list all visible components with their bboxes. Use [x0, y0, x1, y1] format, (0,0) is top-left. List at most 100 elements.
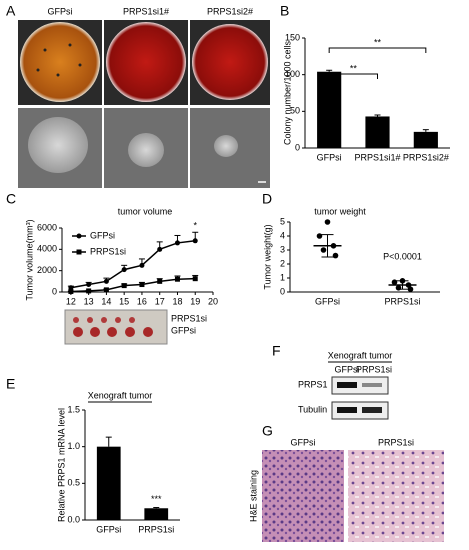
x-tick-label: PRPS1si — [138, 524, 174, 534]
y-axis-label: Colony number/1000 cells — [282, 40, 292, 145]
point — [139, 282, 145, 288]
p-value: P<0.0001 — [383, 251, 422, 261]
y-tick-label: 1.0 — [67, 441, 80, 451]
y-tick-label: 1.5 — [67, 404, 80, 414]
x-tick-label: 13 — [84, 296, 94, 306]
y-tick-label: 0.0 — [67, 514, 80, 524]
y-tick-label: 4 — [280, 230, 285, 240]
stain-column: GFPsi — [290, 437, 315, 447]
x-tick-label: 12 — [66, 296, 76, 306]
x-tick-label: 18 — [172, 296, 182, 306]
point — [121, 267, 127, 273]
dish-photos — [18, 20, 270, 105]
bar — [413, 131, 438, 148]
x-tick-label: GFPsi — [317, 152, 342, 162]
bar — [317, 71, 342, 148]
photo-label: GFPsi — [171, 325, 196, 335]
point — [103, 287, 109, 293]
y-tick-label: 0 — [295, 142, 300, 152]
series-line — [70, 240, 196, 289]
point — [391, 279, 398, 286]
blot-row: Tubulin — [298, 404, 327, 414]
point — [68, 288, 74, 294]
legend-label: GFPsi — [90, 230, 115, 240]
point — [86, 282, 92, 288]
tumor-photo — [64, 309, 168, 345]
panel-letter: G — [262, 423, 273, 439]
significance-label: ** — [374, 37, 382, 47]
blot-row: PRPS1 — [298, 379, 328, 389]
legend-marker — [76, 233, 82, 239]
significance-bracket — [328, 47, 427, 53]
y-tick-label: 4000 — [37, 244, 57, 254]
x-tick-label: 20 — [208, 296, 218, 306]
point — [174, 240, 180, 246]
x-tick-label: GFPsi — [315, 296, 340, 306]
point — [316, 233, 323, 239]
western-blot — [331, 376, 389, 420]
point — [192, 238, 198, 244]
point — [324, 219, 331, 225]
chart-title: tumor volume — [118, 206, 173, 216]
point — [86, 288, 92, 294]
stain-side-label: H&E staining — [248, 470, 258, 522]
y-axis-label: Tumor weight(g) — [262, 224, 272, 289]
photo-label: PRPS1si — [171, 313, 207, 323]
x-tick-label: PRPS1si1# — [354, 152, 400, 162]
point — [139, 262, 145, 268]
y-tick-label: 50 — [290, 106, 300, 116]
y-tick-label: 100 — [285, 69, 300, 79]
point — [320, 247, 327, 253]
x-tick-label: 15 — [119, 296, 129, 306]
x-tick-label: 16 — [137, 296, 147, 306]
point — [407, 286, 414, 293]
panel-letter: C — [6, 191, 16, 207]
x-tick-label: 14 — [101, 296, 111, 306]
panel-letter: A — [6, 3, 16, 19]
significance-label: * — [193, 221, 197, 231]
blot-column: PRPS1si — [356, 364, 392, 374]
y-tick-label: 0.5 — [67, 478, 80, 488]
significance-label: ** — [350, 63, 358, 73]
y-tick-label: 1 — [280, 272, 285, 282]
panel-letter: B — [280, 3, 289, 19]
y-tick-label: 5 — [280, 216, 285, 226]
x-tick-label: 17 — [155, 296, 165, 306]
chart-title: Xenograft tumor — [88, 390, 153, 400]
y-tick-label: 2000 — [37, 265, 57, 275]
bar — [144, 508, 169, 520]
bar — [96, 446, 121, 520]
y-tick-label: 3 — [280, 244, 285, 254]
y-tick-label: 150 — [285, 32, 300, 42]
point — [103, 278, 109, 284]
y-tick-label: 2 — [280, 258, 285, 268]
x-tick-label: 19 — [190, 296, 200, 306]
sem-images — [18, 108, 270, 188]
he-images — [262, 450, 444, 542]
dish-label: GFPsi — [47, 6, 72, 16]
x-tick-label: PRPS1si2# — [403, 152, 449, 162]
point — [121, 283, 127, 289]
legend-marker — [76, 249, 82, 255]
panel-letter: E — [6, 376, 15, 392]
point — [192, 276, 198, 282]
dish-label: PRPS1si1# — [123, 6, 169, 16]
y-tick-label: 6000 — [37, 222, 57, 232]
stain-column: PRPS1si — [378, 437, 414, 447]
panel-letter: D — [262, 191, 272, 207]
bar — [365, 116, 390, 148]
point — [395, 285, 402, 291]
y-axis-label: Relative PRPS1 mRNA level — [56, 408, 66, 522]
y-axis-label: Tumor volume(mm³) — [24, 219, 34, 300]
panel-letter: F — [272, 343, 281, 359]
y-tick-label: 0 — [52, 286, 57, 296]
dish-label: PRPS1si2# — [207, 6, 253, 16]
significance-bracket — [328, 73, 378, 79]
blot-column: GFPsi — [334, 364, 359, 374]
blot-title: Xenograft tumor — [328, 350, 393, 360]
point — [157, 278, 163, 284]
legend-label: PRPS1si — [90, 246, 126, 256]
point — [157, 246, 163, 252]
point — [332, 252, 339, 259]
